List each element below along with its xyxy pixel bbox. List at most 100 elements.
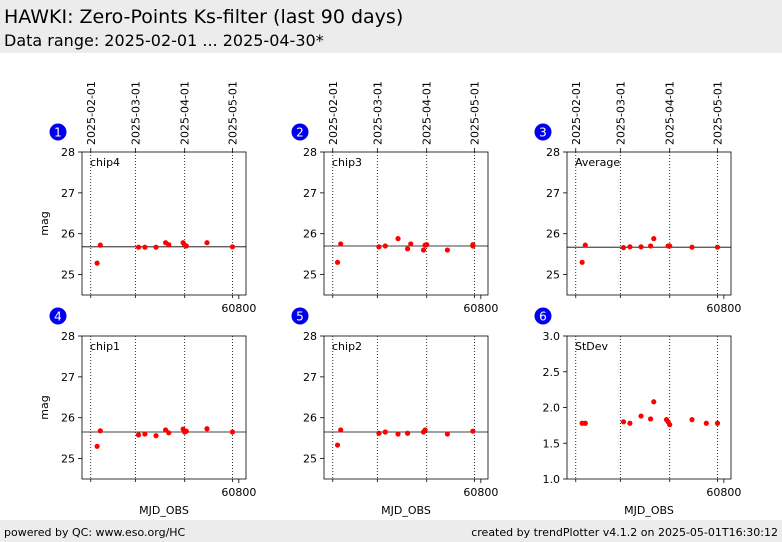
data-point [422, 427, 428, 433]
date-tick-label: 2025-02-01 [327, 81, 340, 145]
y-tick-label: 28 [61, 146, 75, 159]
panel-number-badge [534, 307, 552, 325]
panel-3: 25 26 27 28 60800 2025-02-01 2025-03-01 2025-04… [534, 81, 741, 315]
panel-number-badge [291, 123, 309, 141]
date-tick-label: 2025-05-01 [226, 81, 239, 145]
panel-number-badge [291, 307, 309, 325]
data-point [424, 242, 430, 248]
data-point [204, 426, 210, 432]
panel-4: 25 26 27 28 60800 chip1 4 mag MJD_OBS [38, 307, 256, 517]
panel-number-badge [49, 123, 67, 141]
panel-label: StDev [575, 340, 609, 353]
data-point [382, 243, 388, 249]
date-tick-label: 2025-05-01 [711, 81, 724, 145]
y-tick-label: 26 [61, 412, 75, 425]
panel-1: 25 26 27 28 60800 2025-02-01 2025-03-01 2025-04… [38, 81, 256, 315]
data-point [714, 244, 721, 250]
panel-label: chip1 [90, 340, 120, 353]
x-tick-label: 60800 [706, 302, 741, 315]
y-tick-label: 28 [303, 146, 317, 159]
date-tick-label: 2025-05-01 [468, 81, 481, 145]
data-point [620, 419, 627, 425]
panel-frame [81, 335, 247, 480]
data-point [135, 244, 142, 250]
y-tick-label: 28 [61, 330, 75, 343]
panel-label: chip3 [332, 156, 362, 169]
data-point [651, 399, 657, 405]
data-point [404, 430, 411, 436]
date-tick-label: 2025-03-01 [129, 81, 142, 145]
data-point [582, 420, 588, 426]
y-tick-label: 28 [303, 330, 317, 343]
y-tick-label: 27 [303, 371, 317, 384]
x-tick-label: 60800 [221, 302, 256, 315]
panel-frame [566, 151, 732, 296]
panel-number: 6 [539, 310, 547, 324]
y-tick-label: 25 [546, 269, 560, 282]
footer-bar: powered by QC: www.eso.org/HC created by… [0, 520, 782, 542]
data-point [627, 420, 633, 426]
panel-frame [323, 151, 489, 296]
data-point [404, 246, 411, 252]
y-tick-label: 2.5 [543, 366, 561, 379]
data-point [97, 242, 103, 248]
data-point [142, 431, 148, 437]
date-tick-label: 2025-02-01 [570, 81, 583, 145]
data-point [183, 428, 189, 434]
panel-label: Average [575, 156, 620, 169]
data-point [470, 428, 476, 434]
data-point [667, 243, 673, 249]
data-point [338, 427, 344, 433]
panel-label: chip2 [332, 340, 362, 353]
data-point [334, 259, 341, 265]
panel-number: 2 [296, 126, 304, 140]
date-tick-label: 2025-03-01 [371, 81, 384, 145]
x-tick-label: 60800 [463, 302, 498, 315]
data-point [153, 433, 159, 439]
data-point [338, 241, 344, 247]
y-axis-label: mag [38, 395, 51, 419]
data-point [627, 244, 633, 250]
data-point [689, 417, 695, 423]
data-point [183, 243, 189, 249]
panel-frame [323, 335, 489, 480]
panel-number: 1 [54, 126, 62, 140]
y-tick-label: 25 [303, 269, 317, 282]
y-tick-label: 27 [61, 371, 75, 384]
y-tick-label: 27 [546, 187, 560, 200]
date-tick-label: 2025-04-01 [664, 81, 677, 145]
data-point [638, 244, 644, 250]
panel-label: chip4 [90, 156, 120, 169]
x-tick-label: 60800 [221, 486, 256, 499]
x-tick-label: 60800 [706, 486, 741, 499]
data-point [579, 259, 585, 265]
panel-number-badge [49, 307, 67, 325]
x-axis-label: MJD_OBS [624, 504, 674, 517]
y-tick-label: 26 [61, 228, 75, 241]
header-bar: HAWKI: Zero-Points Ks-filter (last 90 da… [0, 0, 782, 53]
y-tick-label: 25 [61, 453, 75, 466]
y-tick-label: 25 [61, 269, 75, 282]
x-axis-label: MJD_OBS [381, 504, 431, 517]
panel-2: 25 26 27 28 60800 2025-02-01 2025-03-01 2025-04… [291, 81, 498, 315]
data-point [135, 432, 142, 438]
panel-number: 5 [296, 310, 304, 324]
panel-number-badge [534, 123, 552, 141]
x-axis-label: MJD_OBS [139, 504, 189, 517]
panel-5: 25 26 27 28 60800 chip2 5 MJD_OBS [291, 307, 498, 517]
data-point [647, 243, 654, 249]
x-tick-label: 60800 [463, 486, 498, 499]
data-point [153, 244, 159, 250]
page-title: HAWKI: Zero-Points Ks-filter (last 90 da… [4, 6, 404, 28]
footer-credit: powered by QC: www.eso.org/HC [4, 526, 186, 539]
y-tick-label: 27 [303, 187, 317, 200]
date-tick-label: 2025-02-01 [85, 81, 98, 145]
panel-frame [566, 335, 732, 480]
data-point [94, 260, 100, 266]
y-tick-label: 1.5 [543, 437, 561, 450]
data-point [382, 429, 388, 435]
data-point [229, 429, 236, 435]
y-tick-label: 26 [546, 228, 560, 241]
data-point [444, 247, 450, 253]
data-point [204, 240, 210, 246]
